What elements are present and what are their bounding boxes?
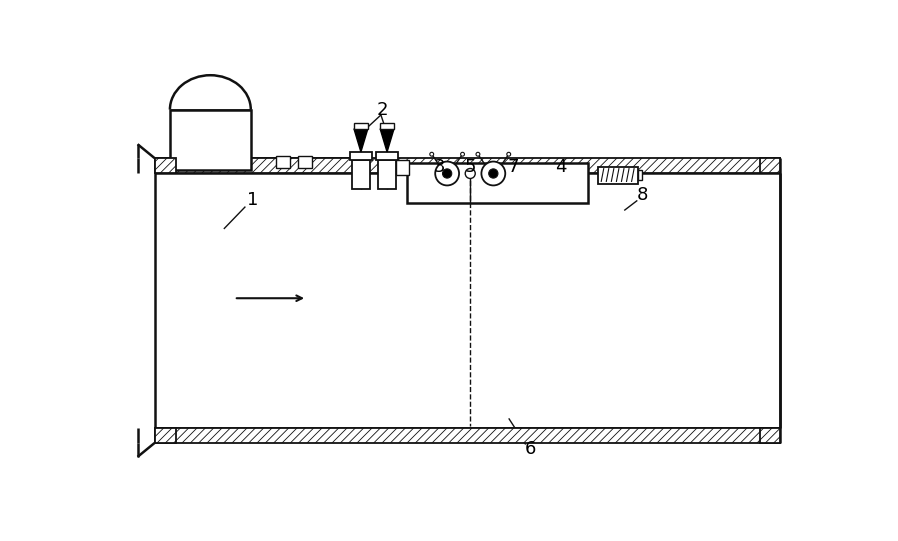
Bar	[598, 167, 638, 183]
Text: 8: 8	[637, 186, 647, 204]
Bar	[376, 152, 398, 160]
Circle shape	[436, 162, 459, 186]
Bar	[354, 123, 368, 129]
Polygon shape	[380, 129, 394, 152]
Bar	[350, 152, 372, 160]
Text: 7: 7	[507, 159, 519, 176]
Bar	[760, 427, 779, 443]
Circle shape	[481, 162, 506, 186]
Text: 6: 6	[524, 440, 536, 458]
Circle shape	[476, 153, 480, 156]
Bar	[298, 156, 312, 168]
Text: 2: 2	[376, 101, 388, 120]
Circle shape	[465, 168, 475, 179]
Bar	[407, 163, 588, 203]
Text: 4: 4	[555, 159, 567, 176]
Bar	[154, 158, 176, 174]
Bar	[760, 158, 779, 174]
Circle shape	[430, 153, 434, 156]
Bar	[352, 160, 370, 189]
Bar	[277, 156, 290, 168]
Bar	[170, 110, 251, 170]
Polygon shape	[354, 129, 368, 152]
Bar	[154, 158, 779, 174]
Circle shape	[443, 169, 452, 178]
Circle shape	[506, 153, 511, 156]
Circle shape	[489, 169, 498, 178]
Bar	[638, 170, 642, 180]
Circle shape	[461, 153, 464, 156]
Bar	[380, 123, 394, 129]
Bar	[396, 160, 409, 175]
Bar	[154, 427, 176, 443]
Text: 1: 1	[248, 192, 259, 209]
Bar	[378, 160, 396, 189]
Text: 3: 3	[434, 159, 445, 176]
Bar	[154, 427, 779, 443]
Text: 5: 5	[464, 159, 476, 176]
